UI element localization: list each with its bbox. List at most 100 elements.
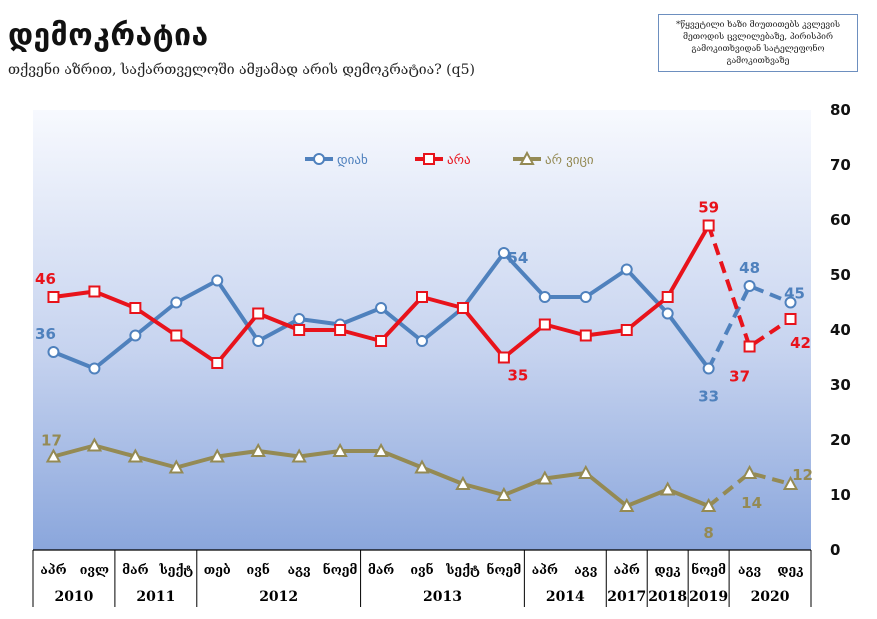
series-line-dashed (706, 224, 792, 350)
point-marker (519, 150, 535, 165)
data-label: 59 (698, 199, 719, 217)
data-label: 14 (741, 494, 762, 512)
x-tick-label: დეკ (655, 562, 681, 577)
chart-subtitle: თქვენი აზრით, საქართველოში ამჟამად არის … (8, 62, 475, 78)
point-marker (620, 324, 633, 336)
point-marker (702, 219, 715, 232)
x-tick-label: ივნ (410, 562, 433, 577)
point-marker (375, 335, 388, 347)
point-marker (211, 274, 224, 287)
data-label: 37 (729, 368, 750, 386)
y-tick-label: 50 (830, 266, 851, 284)
point-marker (579, 329, 592, 342)
data-label: 33 (698, 388, 719, 406)
point-marker (537, 470, 553, 485)
y-tick-label: 40 (830, 321, 851, 339)
point-marker (250, 442, 266, 457)
point-marker (414, 459, 430, 474)
point-marker (538, 318, 551, 331)
point-marker (784, 296, 797, 309)
point-marker (578, 464, 594, 479)
point-marker (170, 329, 183, 342)
point-marker (170, 296, 183, 309)
point-marker (700, 497, 717, 512)
data-label: 17 (41, 432, 62, 450)
year-label: 2010 (54, 589, 93, 605)
x-tick-label: აგვ (288, 562, 311, 577)
point-marker (741, 464, 758, 479)
point-marker (293, 313, 306, 325)
x-tick-label: ივლ (80, 562, 109, 577)
point-marker (88, 362, 101, 375)
point-marker (423, 153, 435, 165)
data-label: 46 (35, 270, 56, 288)
plot-area (33, 110, 811, 550)
point-marker (743, 280, 756, 292)
point-marker (661, 291, 674, 303)
data-label: 35 (507, 367, 528, 385)
x-tick-label: მარ (368, 562, 394, 577)
x-tick-label: აპრ (614, 562, 640, 577)
legend-label: არ ვიცი (545, 153, 594, 168)
x-tick-label: დეკ (777, 562, 803, 577)
x-tick-label: სექტ (445, 562, 480, 577)
point-marker (456, 302, 469, 314)
year-label: 2014 (546, 589, 585, 605)
legend-label: არა (447, 153, 471, 168)
data-label: 45 (784, 285, 805, 303)
point-marker (209, 448, 225, 463)
x-tick-label: ნოემ (487, 562, 522, 577)
point-marker (620, 263, 633, 276)
year-label: 2018 (648, 589, 687, 605)
point-marker (47, 291, 60, 303)
point-marker (129, 302, 142, 314)
point-marker (579, 291, 592, 303)
y-tick-label: 20 (830, 431, 851, 449)
year-label: 2019 (689, 589, 728, 605)
year-label: 2020 (751, 589, 790, 605)
y-tick-label: 70 (830, 156, 851, 174)
y-tick-label: 0 (830, 541, 840, 559)
point-marker (45, 448, 62, 463)
point-marker (293, 324, 306, 336)
data-label: 8 (703, 524, 713, 542)
point-marker (538, 291, 551, 303)
point-marker (375, 302, 388, 314)
x-tick-label: აპრ (40, 562, 66, 577)
data-label: 12 (792, 466, 813, 484)
year-label: 2017 (607, 589, 646, 605)
point-marker (373, 442, 389, 457)
point-marker (659, 481, 676, 496)
x-tick-label: ნოემ (691, 562, 726, 577)
point-marker (313, 153, 325, 165)
point-marker (127, 448, 144, 463)
point-marker (416, 335, 428, 347)
point-marker (496, 486, 512, 501)
x-tick-label: ნოემ (323, 562, 358, 577)
legend-label: დიახ (337, 153, 368, 168)
data-label: 48 (739, 259, 760, 277)
point-marker (661, 307, 674, 320)
x-tick-label: მარ (122, 562, 148, 577)
year-label: 2011 (136, 589, 175, 605)
y-tick-label: 10 (830, 486, 851, 504)
data-label: 54 (507, 249, 528, 267)
point-marker (784, 313, 797, 325)
point-marker (86, 437, 103, 452)
point-marker (416, 291, 428, 303)
point-marker (497, 247, 510, 259)
point-marker (619, 497, 635, 512)
year-label: 2012 (259, 589, 298, 605)
y-tick-label: 60 (830, 211, 851, 229)
y-tick-label: 80 (830, 101, 851, 119)
point-marker (252, 307, 265, 320)
x-tick-label: თებ (204, 562, 231, 577)
point-marker (497, 351, 510, 364)
y-tick-label: 30 (830, 376, 851, 394)
point-marker (168, 459, 185, 474)
point-marker (211, 357, 224, 369)
x-tick-label: სექტ (158, 562, 193, 577)
point-marker (47, 346, 60, 358)
point-marker (743, 340, 756, 353)
